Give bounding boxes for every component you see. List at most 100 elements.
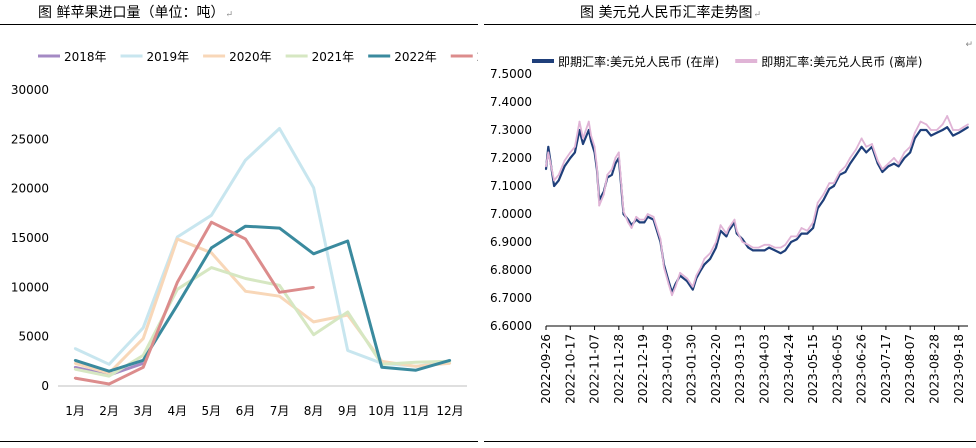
data-point (635, 215, 638, 218)
data-point (620, 182, 623, 185)
x-tick-label: 2022-11-07 (588, 334, 602, 404)
return-mark: ↵ (965, 40, 973, 50)
data-point (679, 271, 682, 274)
data-point (828, 187, 831, 190)
data-point (346, 310, 349, 314)
data-point (703, 257, 706, 260)
x-tick-label: 9月 (338, 404, 358, 418)
data-point (614, 157, 617, 159)
x-tick-label: 1月 (65, 404, 85, 418)
data-point (876, 159, 879, 162)
x-tick-label: 2023-09-18 (952, 334, 966, 404)
data-point (967, 126, 969, 129)
data-point (779, 252, 782, 255)
y-tick-label: 7.1000 (490, 179, 532, 193)
data-point (176, 237, 179, 241)
data-point (887, 165, 890, 168)
data-point (871, 143, 873, 145)
x-tick-label: 2月 (99, 404, 119, 418)
data-point (312, 286, 315, 289)
data-point (774, 246, 776, 249)
data-point (674, 285, 677, 288)
data-point (210, 221, 213, 224)
title-rule (484, 24, 976, 25)
data-point (73, 359, 77, 362)
data-point (849, 162, 851, 165)
data-point (176, 303, 179, 307)
data-point (691, 285, 694, 288)
data-point (747, 246, 750, 249)
data-point (312, 252, 315, 255)
data-point (73, 368, 77, 371)
series-line (74, 127, 451, 368)
data-point (763, 249, 766, 252)
data-point (414, 369, 418, 372)
data-point (176, 235, 179, 239)
x-tick-label: 2022-11-28 (612, 334, 626, 404)
y-tick-label: 7.2000 (490, 151, 532, 165)
data-point (752, 246, 754, 249)
data-point (142, 354, 145, 357)
usd-cny-line-chart: 6.6000 6.7000 6.8000 6.9000 7.0000 7.1000 7.20… (490, 54, 969, 404)
data-point (812, 221, 814, 224)
data-point (614, 162, 617, 165)
data-point (553, 185, 555, 187)
data-point (709, 257, 712, 260)
legend-label: 即期汇率:美元兑人民币 (离岸) (761, 54, 922, 69)
data-point (962, 126, 965, 129)
data-point (946, 115, 949, 117)
data-point (312, 320, 315, 324)
data-point (593, 145, 596, 148)
data-point (244, 277, 247, 280)
data-point (142, 337, 145, 340)
data-point (795, 235, 798, 238)
data-point (598, 204, 601, 207)
data-point (757, 246, 760, 249)
data-point (763, 243, 766, 246)
usd-cny-chart-panel: 图 美元兑人民币汇率走势图↵ ↵ 6.6000 6.7000 6.8000 6.900… (484, 0, 976, 448)
data-point (574, 151, 576, 154)
data-point (107, 370, 111, 373)
data-point (176, 288, 179, 291)
data-point (142, 366, 145, 369)
data-point (659, 238, 662, 241)
data-point (733, 218, 736, 221)
data-point (816, 201, 819, 204)
data-point (595, 165, 598, 168)
data-point (925, 129, 928, 131)
data-point (312, 186, 315, 189)
return-mark: ↵ (753, 10, 761, 20)
x-tick-label: 6月 (236, 404, 256, 418)
x-tick-label: 2023-03-13 (733, 334, 747, 404)
data-point (244, 237, 247, 241)
data-point (210, 251, 213, 254)
data-point (244, 158, 247, 162)
y-tick-label: 6.8000 (490, 263, 532, 277)
data-point (278, 291, 281, 294)
data-point (142, 359, 145, 362)
x-tick-label: 2023-06-26 (855, 334, 869, 404)
data-point (790, 235, 793, 238)
data-point (832, 182, 835, 185)
data-point (719, 229, 722, 232)
data-point (957, 129, 960, 131)
data-point (695, 274, 698, 277)
x-tick-label: 2023-04-03 (758, 334, 772, 404)
data-point (557, 173, 560, 176)
y-tick-label: 7.3000 (490, 123, 532, 137)
data-point (935, 131, 938, 134)
data-point (312, 333, 315, 336)
apple-import-chart-title: 图 鲜苹果进口量（单位：吨）↵ (0, 3, 478, 23)
data-point (210, 266, 213, 269)
data-point (574, 145, 576, 148)
x-tick-label: 11月 (402, 404, 429, 418)
y-tick-label: 7.4000 (490, 95, 532, 109)
data-point (941, 123, 944, 126)
x-tick-label: 5月 (202, 404, 222, 418)
return-mark: ↵ (225, 10, 233, 20)
data-point (715, 246, 717, 249)
data-point (73, 347, 77, 350)
legend-label: 2019年 (147, 50, 190, 64)
data-point (563, 165, 566, 168)
y-tick-label: 20000 (11, 182, 49, 196)
